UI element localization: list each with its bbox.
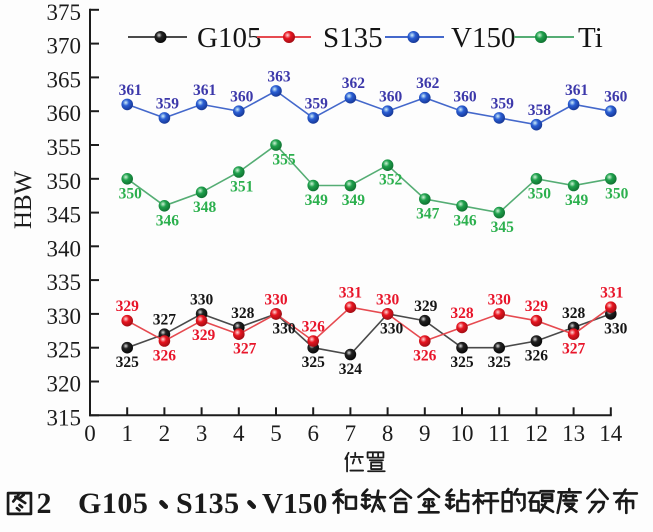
svg-text:10: 10 bbox=[451, 421, 474, 446]
svg-text:331: 331 bbox=[339, 285, 362, 302]
svg-text:330: 330 bbox=[604, 320, 628, 337]
svg-text:362: 362 bbox=[342, 75, 366, 92]
svg-text:350: 350 bbox=[605, 185, 629, 202]
svg-text:8: 8 bbox=[382, 421, 394, 446]
svg-text:360: 360 bbox=[604, 89, 628, 106]
svg-text:326: 326 bbox=[525, 348, 549, 365]
svg-text:351: 351 bbox=[230, 179, 253, 196]
svg-text:355: 355 bbox=[272, 152, 296, 169]
svg-text:335: 335 bbox=[47, 270, 82, 295]
svg-text:360: 360 bbox=[379, 89, 403, 106]
svg-text:365: 365 bbox=[47, 67, 82, 92]
svg-text:325: 325 bbox=[450, 354, 474, 371]
svg-text:361: 361 bbox=[193, 82, 216, 99]
svg-text:330: 330 bbox=[47, 304, 82, 329]
svg-text:328: 328 bbox=[450, 305, 474, 322]
svg-text:326: 326 bbox=[153, 348, 177, 365]
svg-text:361: 361 bbox=[119, 82, 142, 99]
svg-text:328: 328 bbox=[231, 305, 255, 322]
svg-text:346: 346 bbox=[453, 212, 477, 229]
svg-text:Ti: Ti bbox=[578, 22, 603, 54]
svg-text:325: 325 bbox=[488, 354, 512, 371]
svg-text:329: 329 bbox=[116, 298, 140, 315]
svg-text:330: 330 bbox=[272, 320, 296, 337]
svg-text:329: 329 bbox=[192, 327, 216, 344]
svg-text:5: 5 bbox=[270, 421, 282, 446]
svg-text:350: 350 bbox=[119, 185, 143, 202]
svg-text:3: 3 bbox=[196, 421, 208, 446]
svg-text:315: 315 bbox=[47, 405, 82, 430]
svg-text:329: 329 bbox=[525, 298, 549, 315]
svg-text:325: 325 bbox=[47, 338, 82, 363]
svg-text:352: 352 bbox=[379, 172, 403, 189]
svg-text:0: 0 bbox=[84, 421, 96, 446]
svg-text:324: 324 bbox=[339, 361, 363, 378]
svg-text:326: 326 bbox=[413, 348, 437, 365]
svg-text:325: 325 bbox=[116, 354, 140, 371]
svg-text:13: 13 bbox=[562, 421, 585, 446]
svg-text:14: 14 bbox=[599, 421, 623, 446]
svg-text:G105: G105 bbox=[197, 22, 261, 54]
svg-text:330: 330 bbox=[380, 320, 404, 337]
svg-text:350: 350 bbox=[528, 185, 552, 202]
svg-text:2: 2 bbox=[37, 487, 52, 520]
svg-text:346: 346 bbox=[156, 212, 180, 229]
svg-text:347: 347 bbox=[416, 206, 440, 223]
svg-text:6: 6 bbox=[307, 421, 319, 446]
svg-text:370: 370 bbox=[47, 34, 82, 59]
svg-text:7: 7 bbox=[345, 421, 357, 446]
svg-text:330: 330 bbox=[376, 291, 400, 308]
svg-text:358: 358 bbox=[528, 102, 552, 119]
svg-text:345: 345 bbox=[491, 219, 515, 236]
svg-text:363: 363 bbox=[267, 68, 291, 85]
svg-text:350: 350 bbox=[47, 169, 82, 194]
svg-text:330: 330 bbox=[264, 291, 288, 308]
svg-text:360: 360 bbox=[230, 89, 254, 106]
svg-text:330: 330 bbox=[488, 291, 512, 308]
svg-text:349: 349 bbox=[305, 192, 329, 209]
svg-text:G105: G105 bbox=[78, 487, 148, 520]
svg-text:355: 355 bbox=[47, 135, 82, 160]
svg-text:359: 359 bbox=[156, 95, 180, 112]
svg-text:4: 4 bbox=[233, 421, 245, 446]
svg-text:12: 12 bbox=[525, 421, 548, 446]
svg-text:329: 329 bbox=[414, 298, 438, 315]
svg-text:327: 327 bbox=[562, 341, 586, 358]
svg-text:11: 11 bbox=[488, 421, 510, 446]
svg-text:HBW: HBW bbox=[10, 170, 37, 229]
svg-text:359: 359 bbox=[305, 95, 329, 112]
svg-text:325: 325 bbox=[302, 354, 326, 371]
svg-text:9: 9 bbox=[419, 421, 431, 446]
svg-text:360: 360 bbox=[47, 101, 82, 126]
svg-text:375: 375 bbox=[47, 0, 82, 25]
svg-text:326: 326 bbox=[302, 319, 326, 336]
svg-text:1: 1 bbox=[121, 421, 133, 446]
svg-text:V150: V150 bbox=[451, 22, 515, 54]
svg-text:362: 362 bbox=[416, 75, 440, 92]
svg-text:340: 340 bbox=[47, 236, 82, 261]
svg-text:327: 327 bbox=[233, 341, 257, 358]
svg-text:S135: S135 bbox=[176, 487, 240, 520]
svg-text:361: 361 bbox=[565, 82, 588, 99]
svg-text:360: 360 bbox=[453, 89, 477, 106]
svg-text:345: 345 bbox=[47, 203, 82, 228]
svg-text:320: 320 bbox=[47, 372, 82, 397]
svg-text:327: 327 bbox=[153, 312, 177, 329]
svg-text:2: 2 bbox=[159, 421, 171, 446]
svg-text:V150: V150 bbox=[262, 488, 328, 520]
svg-text:349: 349 bbox=[342, 192, 366, 209]
svg-text:348: 348 bbox=[193, 199, 217, 216]
svg-text:331: 331 bbox=[600, 285, 623, 302]
svg-text:349: 349 bbox=[565, 192, 589, 209]
svg-text:359: 359 bbox=[491, 95, 515, 112]
svg-text:328: 328 bbox=[562, 305, 586, 322]
svg-text:S135: S135 bbox=[323, 22, 383, 54]
svg-text:330: 330 bbox=[190, 291, 214, 308]
